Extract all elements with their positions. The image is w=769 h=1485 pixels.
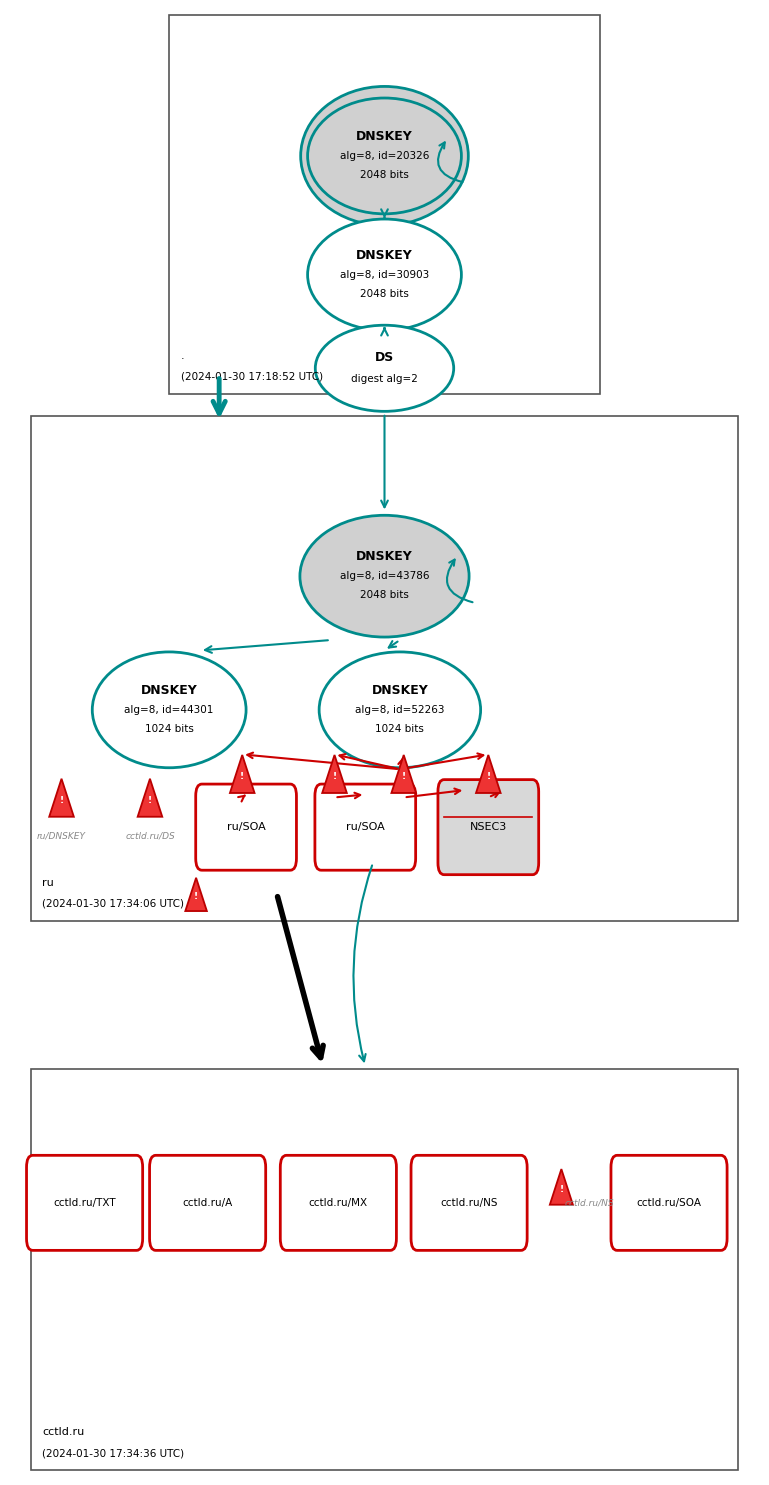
- Text: cctld.ru/TXT: cctld.ru/TXT: [53, 1198, 116, 1207]
- Text: !: !: [148, 796, 152, 805]
- FancyBboxPatch shape: [438, 780, 538, 875]
- Ellipse shape: [308, 220, 461, 331]
- FancyBboxPatch shape: [26, 1155, 143, 1250]
- Ellipse shape: [301, 86, 468, 226]
- Polygon shape: [185, 878, 207, 910]
- Text: ru: ru: [42, 878, 54, 888]
- Text: ru/SOA: ru/SOA: [227, 823, 265, 832]
- Text: 2048 bits: 2048 bits: [360, 591, 409, 600]
- Text: cctld.ru: cctld.ru: [42, 1427, 85, 1437]
- Text: alg=8, id=43786: alg=8, id=43786: [340, 572, 429, 581]
- Text: !: !: [559, 1185, 564, 1194]
- Text: cctld.ru/NS: cctld.ru/NS: [441, 1198, 498, 1207]
- FancyBboxPatch shape: [611, 1155, 727, 1250]
- Polygon shape: [230, 754, 255, 793]
- Ellipse shape: [315, 325, 454, 411]
- Text: DNSKEY: DNSKEY: [356, 131, 413, 143]
- Text: (2024-01-30 17:18:52 UTC): (2024-01-30 17:18:52 UTC): [181, 371, 323, 382]
- Text: !: !: [194, 892, 198, 901]
- Text: !: !: [401, 772, 406, 781]
- Text: alg=8, id=20326: alg=8, id=20326: [340, 151, 429, 160]
- Text: 2048 bits: 2048 bits: [360, 171, 409, 180]
- Text: digest alg=2: digest alg=2: [351, 374, 418, 383]
- Text: 1024 bits: 1024 bits: [145, 725, 194, 734]
- Polygon shape: [49, 778, 74, 817]
- Text: !: !: [486, 772, 491, 781]
- Ellipse shape: [319, 652, 481, 768]
- Ellipse shape: [300, 515, 469, 637]
- Text: .: .: [181, 350, 185, 361]
- FancyBboxPatch shape: [315, 784, 415, 870]
- Text: alg=8, id=30903: alg=8, id=30903: [340, 270, 429, 279]
- Ellipse shape: [308, 98, 461, 214]
- Text: DNSKEY: DNSKEY: [141, 685, 198, 696]
- Text: cctld.ru/SOA: cctld.ru/SOA: [637, 1198, 701, 1207]
- FancyBboxPatch shape: [149, 1155, 266, 1250]
- Text: DNSKEY: DNSKEY: [371, 685, 428, 696]
- Text: alg=8, id=52263: alg=8, id=52263: [355, 705, 444, 714]
- FancyBboxPatch shape: [411, 1155, 528, 1250]
- Polygon shape: [391, 754, 416, 793]
- Text: alg=8, id=44301: alg=8, id=44301: [125, 705, 214, 714]
- FancyBboxPatch shape: [195, 784, 297, 870]
- Ellipse shape: [92, 652, 246, 768]
- Text: !: !: [59, 796, 64, 805]
- FancyBboxPatch shape: [31, 1069, 738, 1470]
- Text: (2024-01-30 17:34:06 UTC): (2024-01-30 17:34:06 UTC): [42, 898, 185, 909]
- FancyBboxPatch shape: [31, 416, 738, 921]
- FancyBboxPatch shape: [169, 15, 600, 394]
- Text: NSEC3: NSEC3: [470, 823, 507, 832]
- Polygon shape: [550, 1169, 573, 1204]
- Text: DNSKEY: DNSKEY: [356, 551, 413, 563]
- Text: (2024-01-30 17:34:36 UTC): (2024-01-30 17:34:36 UTC): [42, 1448, 185, 1458]
- Polygon shape: [476, 754, 501, 793]
- Text: 1024 bits: 1024 bits: [375, 725, 424, 734]
- FancyBboxPatch shape: [280, 1155, 397, 1250]
- Text: cctld.ru/MX: cctld.ru/MX: [309, 1198, 368, 1207]
- Text: DNSKEY: DNSKEY: [356, 249, 413, 261]
- Text: cctld.ru/A: cctld.ru/A: [182, 1198, 233, 1207]
- Text: cctld.ru/NS: cctld.ru/NS: [565, 1198, 614, 1207]
- Text: ru/DNSKEY: ru/DNSKEY: [37, 832, 86, 841]
- Text: 2048 bits: 2048 bits: [360, 290, 409, 298]
- Text: !: !: [240, 772, 245, 781]
- Polygon shape: [322, 754, 347, 793]
- Text: !: !: [332, 772, 337, 781]
- Polygon shape: [138, 778, 162, 817]
- Text: cctld.ru/DS: cctld.ru/DS: [125, 832, 175, 841]
- Text: ru/SOA: ru/SOA: [346, 823, 384, 832]
- Text: DS: DS: [375, 352, 394, 364]
